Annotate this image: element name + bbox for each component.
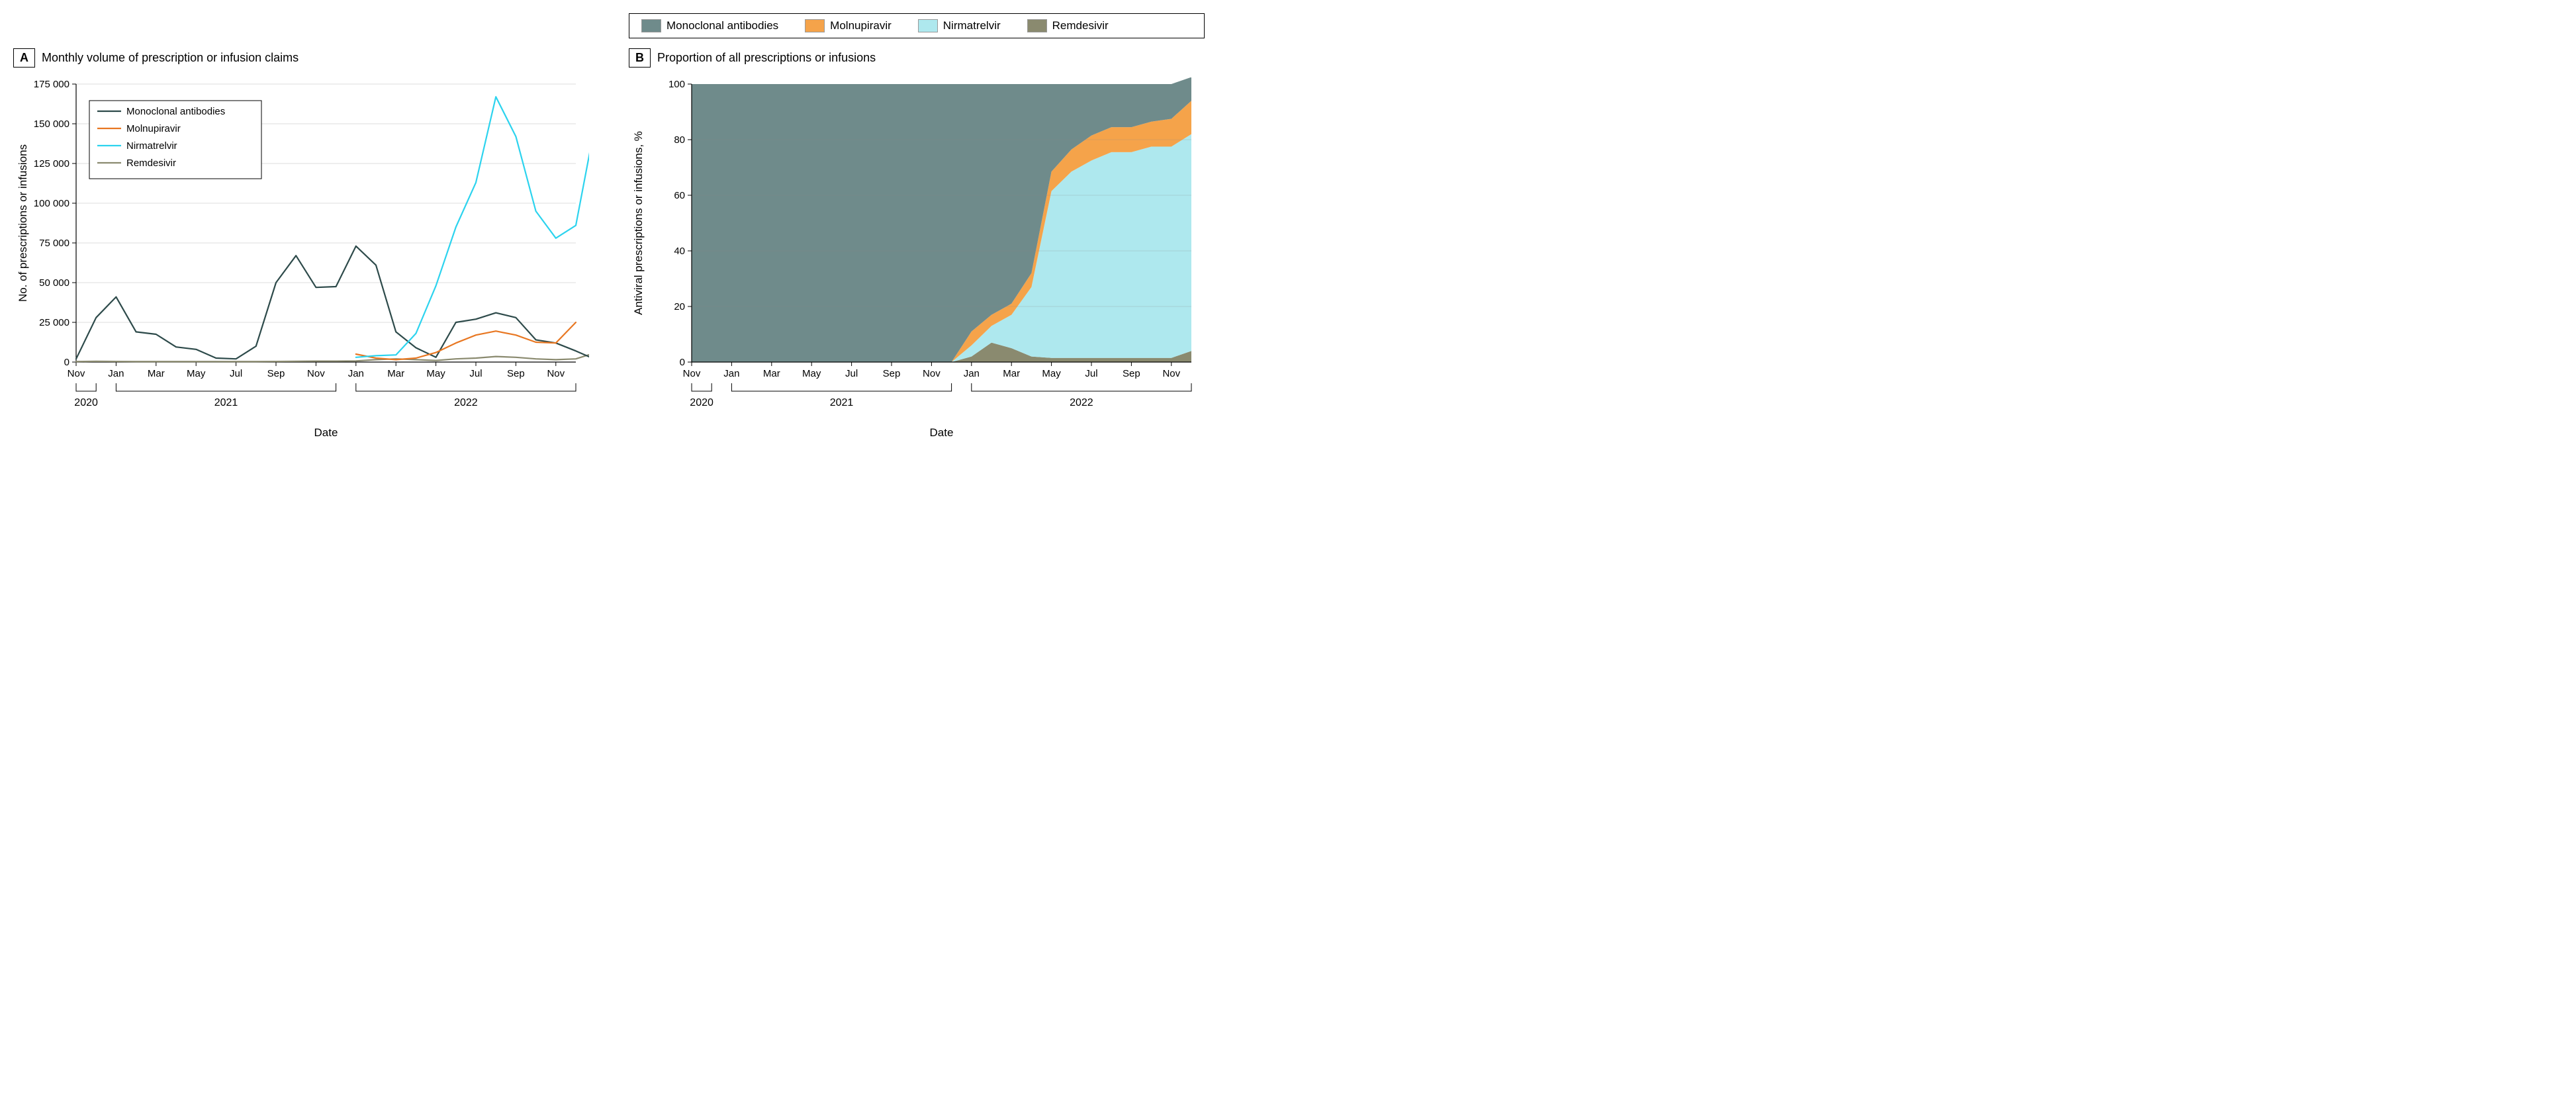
svg-text:50 000: 50 000 bbox=[39, 277, 69, 289]
svg-text:0: 0 bbox=[64, 357, 69, 368]
svg-text:Nov: Nov bbox=[683, 368, 701, 379]
svg-text:60: 60 bbox=[674, 190, 685, 201]
svg-text:Jul: Jul bbox=[1085, 368, 1097, 379]
svg-text:80: 80 bbox=[674, 134, 685, 146]
panel-b-badge: B bbox=[629, 48, 651, 68]
svg-text:40: 40 bbox=[674, 246, 685, 257]
legend-swatch bbox=[918, 19, 938, 32]
svg-text:May: May bbox=[187, 368, 206, 379]
svg-text:2022: 2022 bbox=[454, 397, 478, 408]
legend-item: Nirmatrelvir bbox=[918, 19, 1001, 32]
svg-text:Jul: Jul bbox=[469, 368, 482, 379]
panel-a-badge: A bbox=[13, 48, 35, 68]
panel-b-title: Proportion of all prescriptions or infus… bbox=[657, 51, 876, 65]
svg-text:Mar: Mar bbox=[148, 368, 165, 379]
panel-b: Monoclonal antibodies Molnupiravir Nirmatr… bbox=[629, 13, 1205, 448]
legend-swatch bbox=[805, 19, 825, 32]
svg-text:175 000: 175 000 bbox=[34, 79, 69, 90]
svg-text:2021: 2021 bbox=[214, 397, 238, 408]
svg-text:Remdesivir: Remdesivir bbox=[126, 158, 176, 169]
svg-text:Sep: Sep bbox=[267, 368, 285, 379]
svg-text:Monoclonal antibodies: Monoclonal antibodies bbox=[126, 106, 225, 117]
svg-text:Mar: Mar bbox=[387, 368, 404, 379]
svg-text:150 000: 150 000 bbox=[34, 118, 69, 130]
svg-text:Nov: Nov bbox=[547, 368, 565, 379]
legend-item: Monoclonal antibodies bbox=[641, 19, 778, 32]
legend-swatch bbox=[1027, 19, 1047, 32]
legend-label: Nirmatrelvir bbox=[943, 19, 1001, 32]
legend-swatch bbox=[641, 19, 661, 32]
panel-b-header: B Proportion of all prescriptions or inf… bbox=[629, 48, 1205, 68]
svg-text:May: May bbox=[802, 368, 821, 379]
legend-label: Remdesivir bbox=[1052, 19, 1109, 32]
svg-text:Nov: Nov bbox=[307, 368, 325, 379]
svg-text:75 000: 75 000 bbox=[39, 238, 69, 249]
svg-text:100 000: 100 000 bbox=[34, 198, 69, 209]
svg-text:Jan: Jan bbox=[348, 368, 364, 379]
svg-text:Nov: Nov bbox=[68, 368, 85, 379]
svg-text:2020: 2020 bbox=[690, 397, 713, 408]
panel-a-header: A Monthly volume of prescription or infu… bbox=[13, 48, 589, 68]
svg-text:125 000: 125 000 bbox=[34, 158, 69, 169]
legend-item: Remdesivir bbox=[1027, 19, 1109, 32]
svg-text:Jan: Jan bbox=[108, 368, 124, 379]
svg-text:Jan: Jan bbox=[964, 368, 980, 379]
panel-a: A Monthly volume of prescription or infu… bbox=[13, 48, 589, 448]
svg-text:Mar: Mar bbox=[763, 368, 780, 379]
chart-a-svg: 0 25 000 50 000 75 000 100 000 125 000 150 000… bbox=[13, 77, 589, 448]
svg-text:2021: 2021 bbox=[830, 397, 854, 408]
svg-text:20: 20 bbox=[674, 301, 685, 312]
svg-text:May: May bbox=[426, 368, 445, 379]
legend-label: Molnupiravir bbox=[830, 19, 892, 32]
svg-text:Nov: Nov bbox=[923, 368, 941, 379]
svg-text:2022: 2022 bbox=[1070, 397, 1093, 408]
svg-text:Antiviral prescriptions or inf: Antiviral prescriptions or infusions, % bbox=[632, 131, 645, 315]
svg-text:Mar: Mar bbox=[1003, 368, 1020, 379]
svg-text:0: 0 bbox=[680, 357, 685, 368]
svg-text:25 000: 25 000 bbox=[39, 317, 69, 328]
svg-text:2020: 2020 bbox=[74, 397, 98, 408]
chart-b-svg: 0 20 40 60 80 100 Nov Jan Mar May Jul Sep Nov Jan Mar M… bbox=[629, 77, 1205, 448]
svg-text:Date: Date bbox=[930, 426, 954, 439]
svg-text:Date: Date bbox=[314, 426, 338, 439]
svg-text:Nov: Nov bbox=[1162, 368, 1180, 379]
svg-text:Jul: Jul bbox=[230, 368, 242, 379]
panel-b-top-legend: Monoclonal antibodies Molnupiravir Nirmatr… bbox=[629, 13, 1205, 38]
figure-container: A Monthly volume of prescription or infu… bbox=[13, 13, 2563, 448]
svg-text:Molnupiravir: Molnupiravir bbox=[126, 123, 181, 134]
legend-item: Molnupiravir bbox=[805, 19, 892, 32]
svg-text:Sep: Sep bbox=[507, 368, 525, 379]
svg-text:Sep: Sep bbox=[883, 368, 901, 379]
svg-text:100: 100 bbox=[668, 79, 685, 90]
svg-text:Jan: Jan bbox=[723, 368, 739, 379]
svg-text:May: May bbox=[1042, 368, 1061, 379]
svg-text:No. of prescriptions or infusi: No. of prescriptions or infusions bbox=[17, 144, 29, 302]
svg-text:Jul: Jul bbox=[845, 368, 858, 379]
panel-a-title: Monthly volume of prescription or infusi… bbox=[42, 51, 299, 65]
svg-text:Nirmatrelvir: Nirmatrelvir bbox=[126, 140, 177, 152]
svg-text:Sep: Sep bbox=[1123, 368, 1140, 379]
legend-label: Monoclonal antibodies bbox=[667, 19, 778, 32]
